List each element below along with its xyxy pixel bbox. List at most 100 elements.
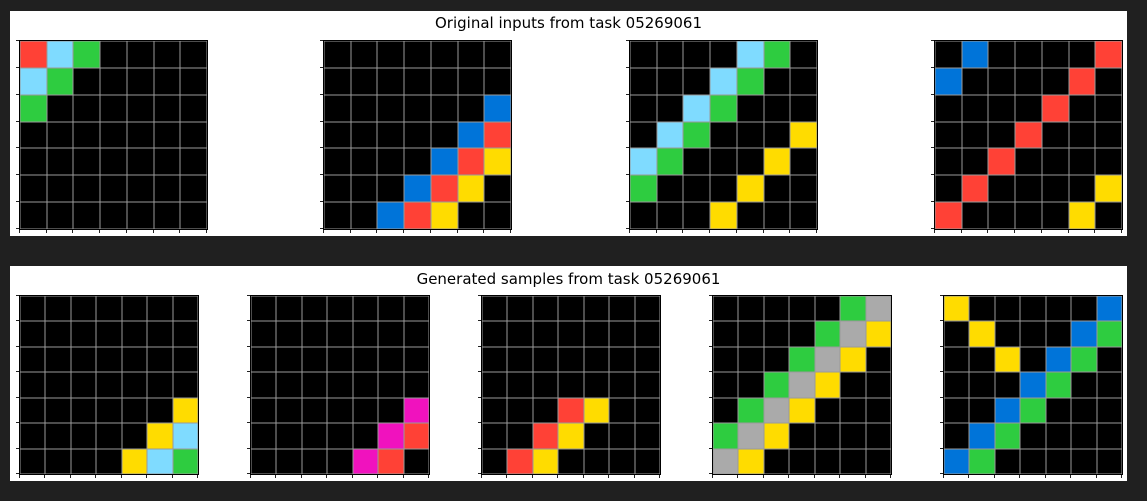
grid-cell — [1095, 121, 1122, 149]
grid-cell — [430, 67, 458, 95]
grid-cell — [430, 41, 458, 68]
grid-cell — [763, 121, 791, 149]
grid-cell — [1020, 397, 1046, 424]
grid-cell — [352, 372, 379, 398]
x-tick-mark — [968, 475, 969, 478]
x-tick-mark — [403, 230, 404, 233]
grid-cell — [789, 296, 815, 322]
grid-cell — [1020, 372, 1046, 398]
grid-cell — [301, 296, 328, 322]
x-tick-mark — [737, 475, 738, 478]
x-tick-mark — [19, 475, 20, 478]
grid-cell — [683, 148, 711, 176]
grid-cell — [1095, 94, 1122, 122]
grid-cell — [532, 296, 559, 322]
grid-cell — [378, 346, 404, 373]
grid-cell — [1071, 397, 1097, 424]
y-tick-mark — [709, 473, 712, 474]
grid-cell — [153, 67, 181, 95]
grid-cell — [324, 175, 351, 203]
grid-cell — [20, 67, 47, 95]
y-tick-mark — [478, 346, 481, 347]
grid-cell — [20, 321, 46, 347]
grid-cell — [1045, 448, 1072, 474]
y-tick-mark — [478, 295, 481, 296]
grid-cell — [153, 202, 181, 229]
grid-cell — [1045, 346, 1072, 373]
x-tick-mark — [634, 475, 635, 478]
grid-cell — [378, 372, 404, 398]
x-tick-mark — [1041, 230, 1042, 233]
y-tick-mark — [16, 40, 19, 41]
y-tick-mark — [247, 397, 250, 398]
grid-cell — [430, 121, 458, 149]
grid-cell — [865, 397, 891, 424]
y-tick-mark — [320, 40, 323, 41]
x-tick-mark — [72, 230, 73, 233]
grid-cell — [1020, 448, 1046, 474]
grid-cell — [609, 372, 635, 398]
grid-cell — [814, 321, 841, 347]
grid-cell — [763, 448, 790, 474]
x-tick-mark — [656, 230, 657, 233]
y-tick-mark — [709, 448, 712, 449]
grid-cell — [656, 121, 684, 149]
x-tick-mark — [712, 475, 713, 478]
grid-cell — [814, 296, 841, 322]
grid-cell — [1068, 202, 1096, 229]
x-tick-mark — [557, 475, 558, 478]
grid-cell — [814, 397, 841, 424]
grid-cell — [20, 41, 47, 68]
x-tick-mark — [1096, 475, 1097, 478]
y-tick-mark — [709, 320, 712, 321]
x-tick-mark — [126, 230, 127, 233]
grid-cell — [327, 321, 353, 347]
grid-cell — [20, 296, 46, 322]
grid-cell — [583, 296, 610, 322]
x-tick-mark — [1014, 230, 1015, 233]
grid-cell — [96, 321, 122, 347]
grid-cell — [96, 397, 122, 424]
grid-cell — [324, 67, 351, 95]
y-tick-mark — [940, 295, 943, 296]
grid-cell — [73, 121, 101, 149]
y-tick-mark — [940, 397, 943, 398]
x-tick-mark — [376, 230, 377, 233]
y-tick-mark — [940, 371, 943, 372]
grid-cell — [327, 372, 353, 398]
y-tick-mark — [931, 67, 934, 68]
grid-cell — [583, 448, 610, 474]
x-tick-mark — [301, 475, 302, 478]
x-tick-mark — [250, 475, 251, 478]
grid-cell — [713, 423, 739, 449]
grid-cell — [1045, 397, 1072, 424]
grid-cell — [482, 346, 508, 373]
grid-cell — [713, 372, 739, 398]
grid-cell — [324, 121, 351, 149]
grid-cell — [944, 346, 970, 373]
grid-cell — [656, 67, 684, 95]
grid-cell — [377, 202, 405, 229]
grid-cell — [73, 41, 101, 68]
x-tick-mark — [934, 230, 935, 233]
generated-grid-3 — [481, 295, 661, 475]
grid-cell — [276, 397, 302, 424]
grid-cell — [790, 94, 817, 122]
x-tick-mark — [506, 475, 507, 478]
grid-cell — [352, 397, 379, 424]
grid-cell — [840, 296, 866, 322]
x-tick-mark — [146, 475, 147, 478]
y-tick-mark — [16, 448, 19, 449]
x-tick-mark — [814, 475, 815, 478]
grid-cell — [683, 175, 711, 203]
y-tick-mark — [931, 201, 934, 202]
grid-cell — [1096, 296, 1122, 322]
grid-cell — [172, 346, 198, 373]
grid-cell — [70, 397, 97, 424]
grid-cell — [630, 41, 657, 68]
x-tick-mark — [121, 475, 122, 478]
y-tick-mark — [16, 473, 19, 474]
grid-cell — [126, 41, 154, 68]
grid-cell — [988, 41, 1016, 68]
grid-cell — [763, 423, 790, 449]
